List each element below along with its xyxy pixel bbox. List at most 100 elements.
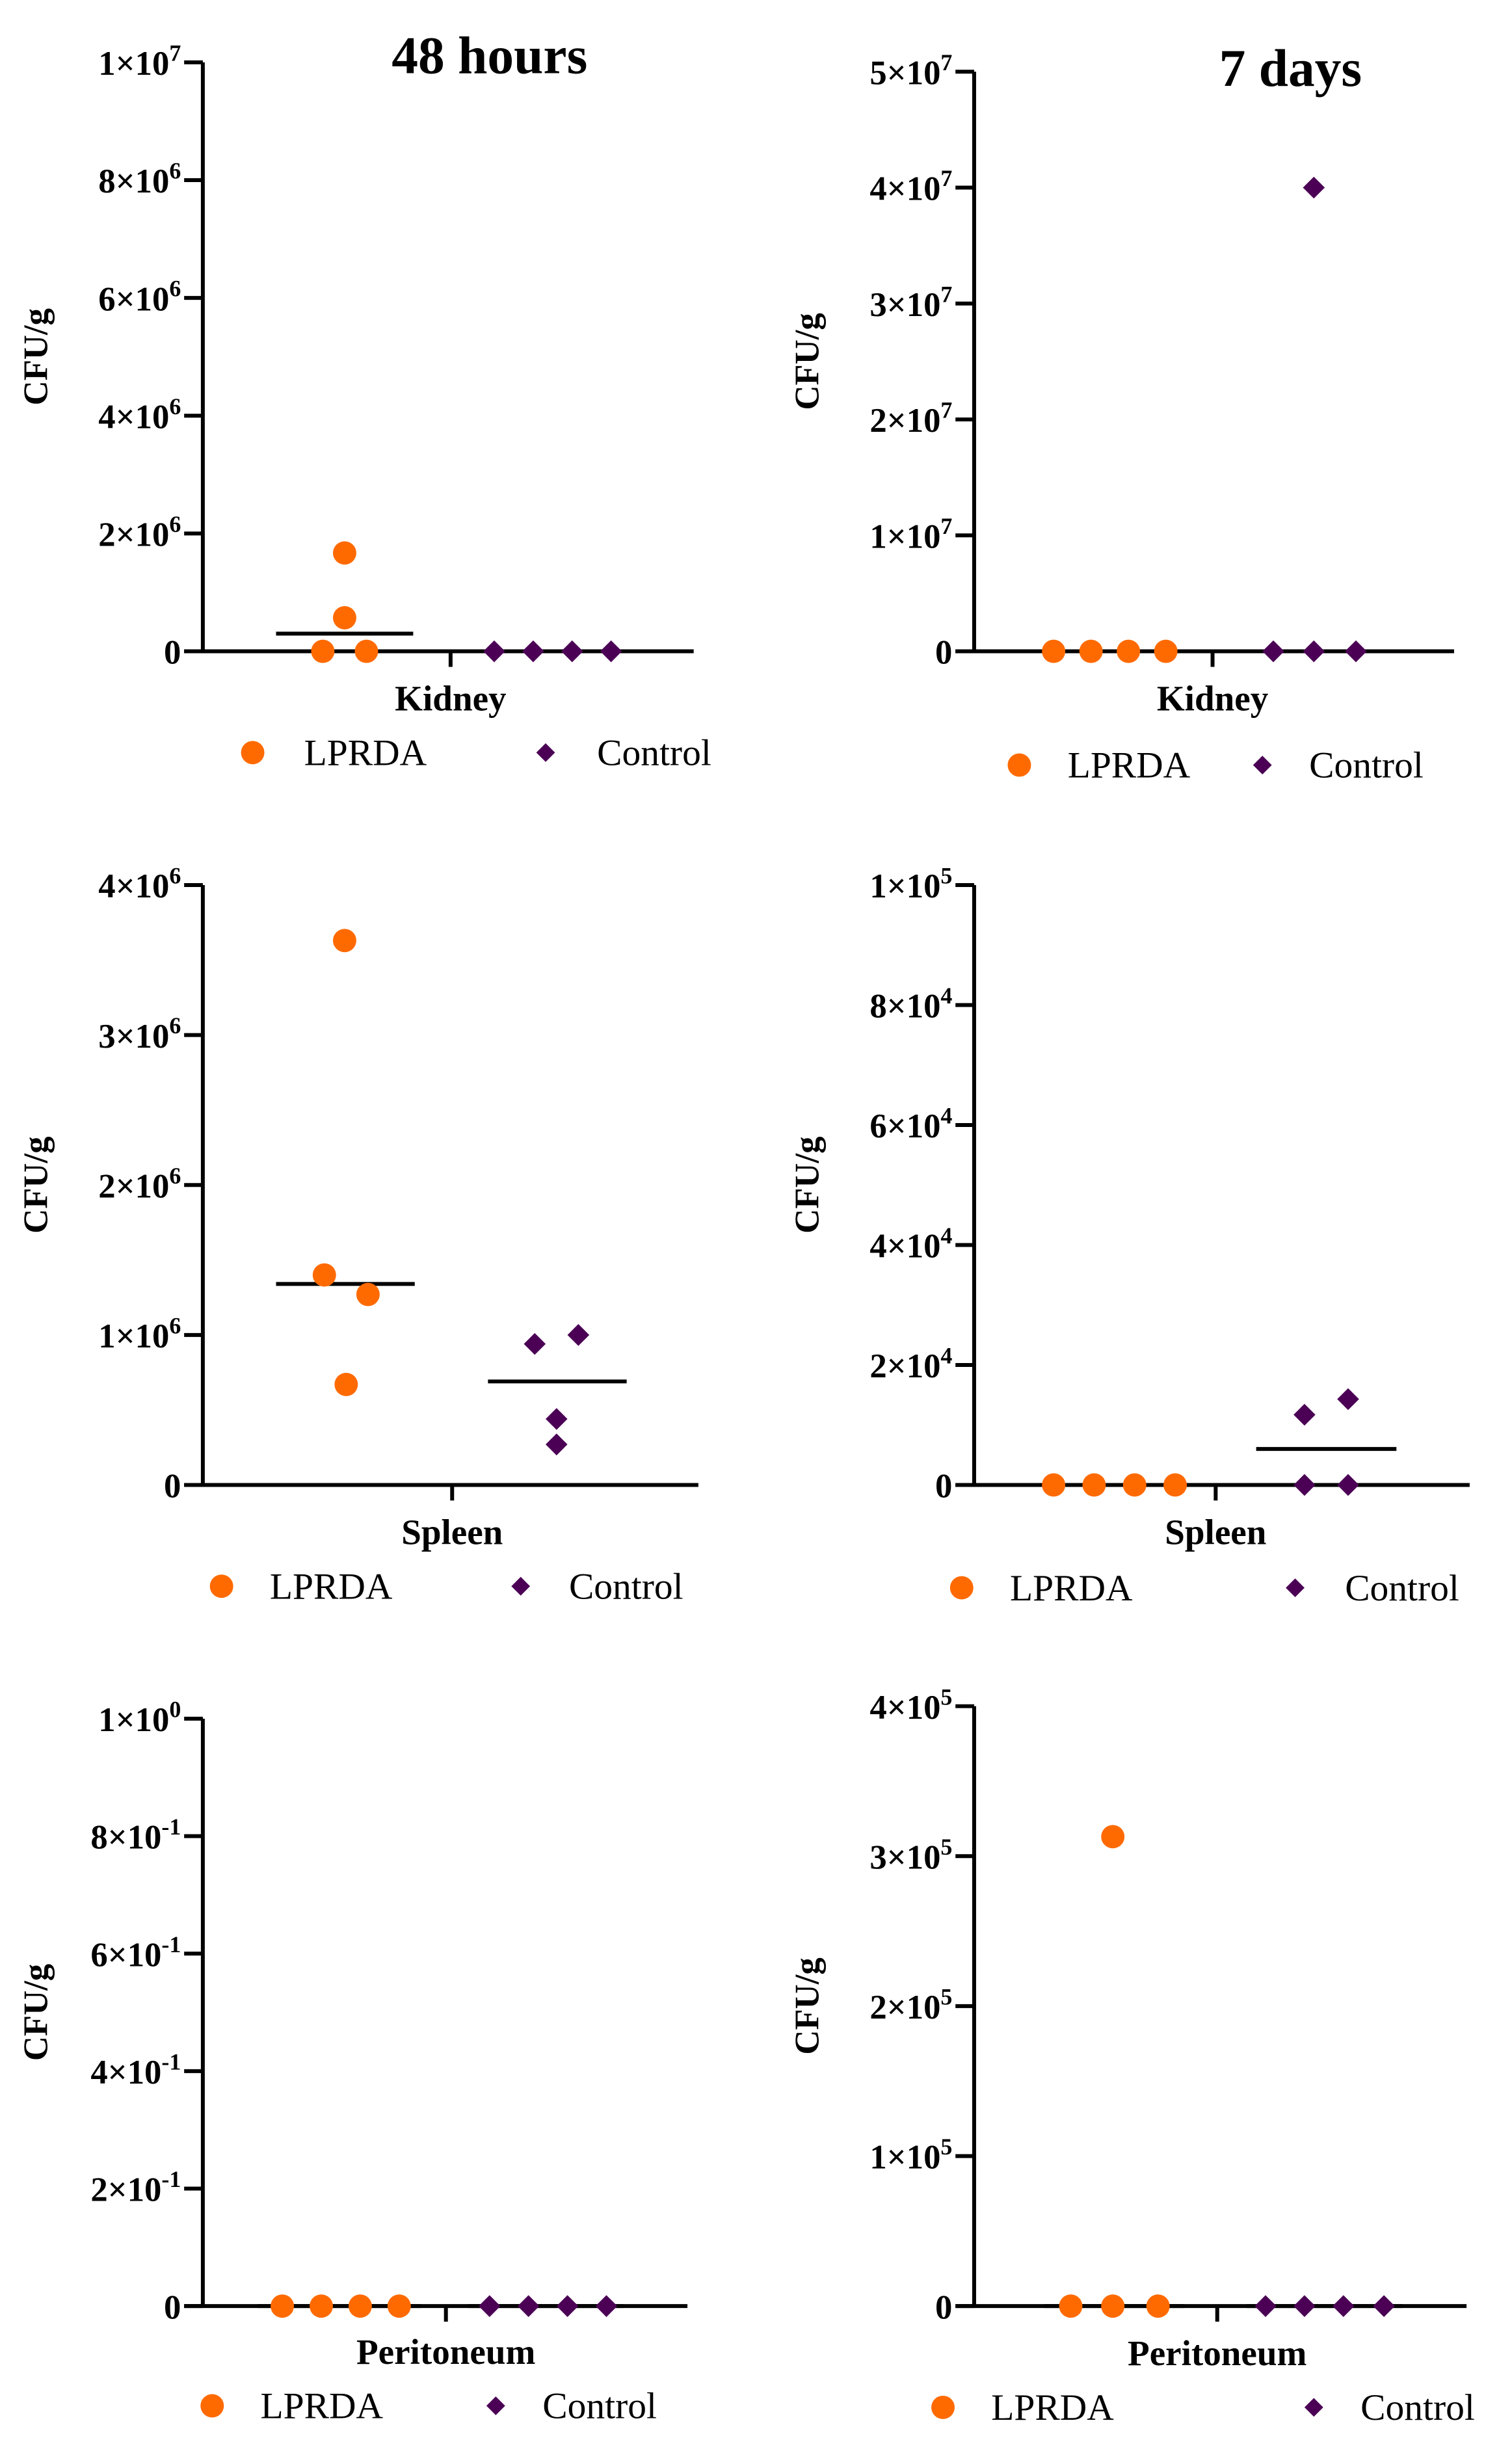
data-point-control xyxy=(567,1324,590,1346)
legend-circle-icon xyxy=(200,2394,224,2418)
y-tick-label: 8×106 xyxy=(98,158,181,201)
y-tick-exponent: 7 xyxy=(169,40,181,66)
data-point-lprda xyxy=(387,2294,411,2318)
y-tick-base: 2×10 xyxy=(98,1167,169,1205)
y-tick-base: 1×10 xyxy=(98,1701,169,1739)
y-tick-label: 1×107 xyxy=(869,513,952,556)
y-tick-base: 3×10 xyxy=(869,286,940,324)
legend-label-lprda: LPRDA xyxy=(991,2387,1114,2428)
data-point-lprda xyxy=(1042,1473,1066,1497)
y-tick-label: 4×10-1 xyxy=(90,2048,181,2091)
legend-label-control: Control xyxy=(569,1566,683,1607)
data-point-lprda xyxy=(356,1282,380,1306)
data-point-control xyxy=(483,640,505,663)
legend-circle-icon xyxy=(1007,753,1031,777)
y-tick-base: 3×10 xyxy=(98,1018,169,1055)
data-point-control xyxy=(1303,640,1325,663)
data-point-lprda xyxy=(1042,639,1066,663)
y-tick-base: 3×10 xyxy=(869,1838,940,1876)
y-axis-label: CFU/g xyxy=(17,308,55,405)
y-tick-exponent: 6 xyxy=(169,276,181,302)
legend-circle-icon xyxy=(931,2395,955,2419)
y-tick-label: 2×106 xyxy=(98,1163,181,1206)
y-tick-exponent: 7 xyxy=(940,281,952,307)
y-axis-label: CFU/g xyxy=(17,1964,55,2061)
x-category-label: Peritoneum xyxy=(356,2332,535,2372)
y-tick-label: 0 xyxy=(164,634,181,672)
data-point-lprda xyxy=(1101,2294,1125,2318)
data-point-lprda xyxy=(1082,1473,1106,1497)
y-tick-exponent: 7 xyxy=(940,513,952,539)
legend-circle-icon xyxy=(241,741,265,765)
data-point-lprda xyxy=(354,639,378,663)
y-tick-base: 0 xyxy=(935,1468,952,1505)
y-tick-exponent: 4 xyxy=(940,1343,952,1369)
y-tick-exponent: -1 xyxy=(161,1814,181,1840)
y-tick-base: 2×10 xyxy=(98,516,169,554)
y-tick-label: 8×104 xyxy=(869,983,952,1026)
y-tick-label: 1×107 xyxy=(98,40,181,83)
data-point-control xyxy=(1303,176,1325,199)
legend-label-lprda: LPRDA xyxy=(270,1566,393,1607)
legend-label-control: Control xyxy=(597,732,711,773)
y-tick-base: 6×10 xyxy=(98,280,169,318)
y-tick-base: 2×10 xyxy=(869,1347,940,1385)
y-tick-base: 8×10 xyxy=(90,1819,161,1857)
y-tick-exponent: 7 xyxy=(940,49,952,75)
y-tick-label: 5×107 xyxy=(869,49,952,92)
data-point-control xyxy=(1262,640,1284,663)
y-tick-label: 2×106 xyxy=(98,511,181,554)
x-category-label: Spleen xyxy=(401,1512,503,1552)
y-tick-exponent: 4 xyxy=(940,983,952,1009)
y-tick-base: 1×10 xyxy=(98,1318,169,1355)
y-axis-label: CFU/g xyxy=(788,313,826,410)
y-tick-label: 6×10-1 xyxy=(90,1931,181,1974)
y-tick-label: 6×106 xyxy=(98,276,181,319)
legend-diamond-icon xyxy=(1304,2398,1323,2417)
y-axis-label: CFU/g xyxy=(17,1137,55,1234)
y-tick-label: 1×100 xyxy=(98,1696,181,1739)
legend: LPRDA Control xyxy=(949,1568,1459,1609)
y-tick-label: 4×106 xyxy=(98,393,181,436)
y-tick-label: 2×105 xyxy=(869,1984,952,2027)
y-tick-base: 4×10 xyxy=(869,170,940,208)
data-point-lprda xyxy=(1163,1473,1187,1497)
x-category-label: Peritoneum xyxy=(1128,2333,1306,2373)
y-tick-label: 1×105 xyxy=(869,2134,952,2177)
y-tick-exponent: -1 xyxy=(161,1931,181,1957)
y-tick-label: 0 xyxy=(935,634,952,672)
data-point-lprda xyxy=(1079,639,1103,663)
y-tick-exponent: 5 xyxy=(940,863,952,889)
y-tick-label: 2×10-1 xyxy=(90,2166,181,2209)
y-tick-label: 0 xyxy=(164,1468,181,1505)
data-point-lprda xyxy=(1059,2294,1083,2318)
chart-title: 7 days xyxy=(1219,38,1362,98)
y-tick-base: 5×10 xyxy=(869,54,940,92)
data-point-lprda xyxy=(332,605,356,629)
legend: LPRDA Control xyxy=(209,1566,683,1607)
legend-label-control: Control xyxy=(1360,2387,1475,2428)
data-point-lprda xyxy=(1146,2294,1170,2318)
data-point-control xyxy=(561,640,583,663)
data-point-control xyxy=(1293,1403,1316,1426)
y-tick-label: 3×105 xyxy=(869,1834,952,1877)
y-tick-label: 0 xyxy=(935,1468,952,1505)
legend-label-lprda: LPRDA xyxy=(1010,1568,1133,1609)
data-point-control xyxy=(546,1433,568,1455)
data-point-lprda xyxy=(332,929,356,953)
data-point-control xyxy=(524,1332,546,1355)
data-point-control xyxy=(1373,2295,1395,2317)
y-tick-exponent: 5 xyxy=(940,1684,952,1710)
y-tick-exponent: 6 xyxy=(169,1163,181,1189)
data-point-control xyxy=(1333,2295,1355,2317)
y-tick-exponent: 6 xyxy=(169,393,181,419)
x-category-label: Kidney xyxy=(1157,679,1269,719)
data-point-control xyxy=(600,640,622,663)
y-tick-exponent: 6 xyxy=(169,863,181,889)
legend-label-lprda: LPRDA xyxy=(261,2386,384,2427)
y-tick-base: 2×10 xyxy=(90,2171,161,2209)
y-tick-base: 0 xyxy=(935,2288,952,2326)
y-tick-base: 0 xyxy=(164,2288,181,2326)
data-point-control xyxy=(1293,1474,1316,1496)
